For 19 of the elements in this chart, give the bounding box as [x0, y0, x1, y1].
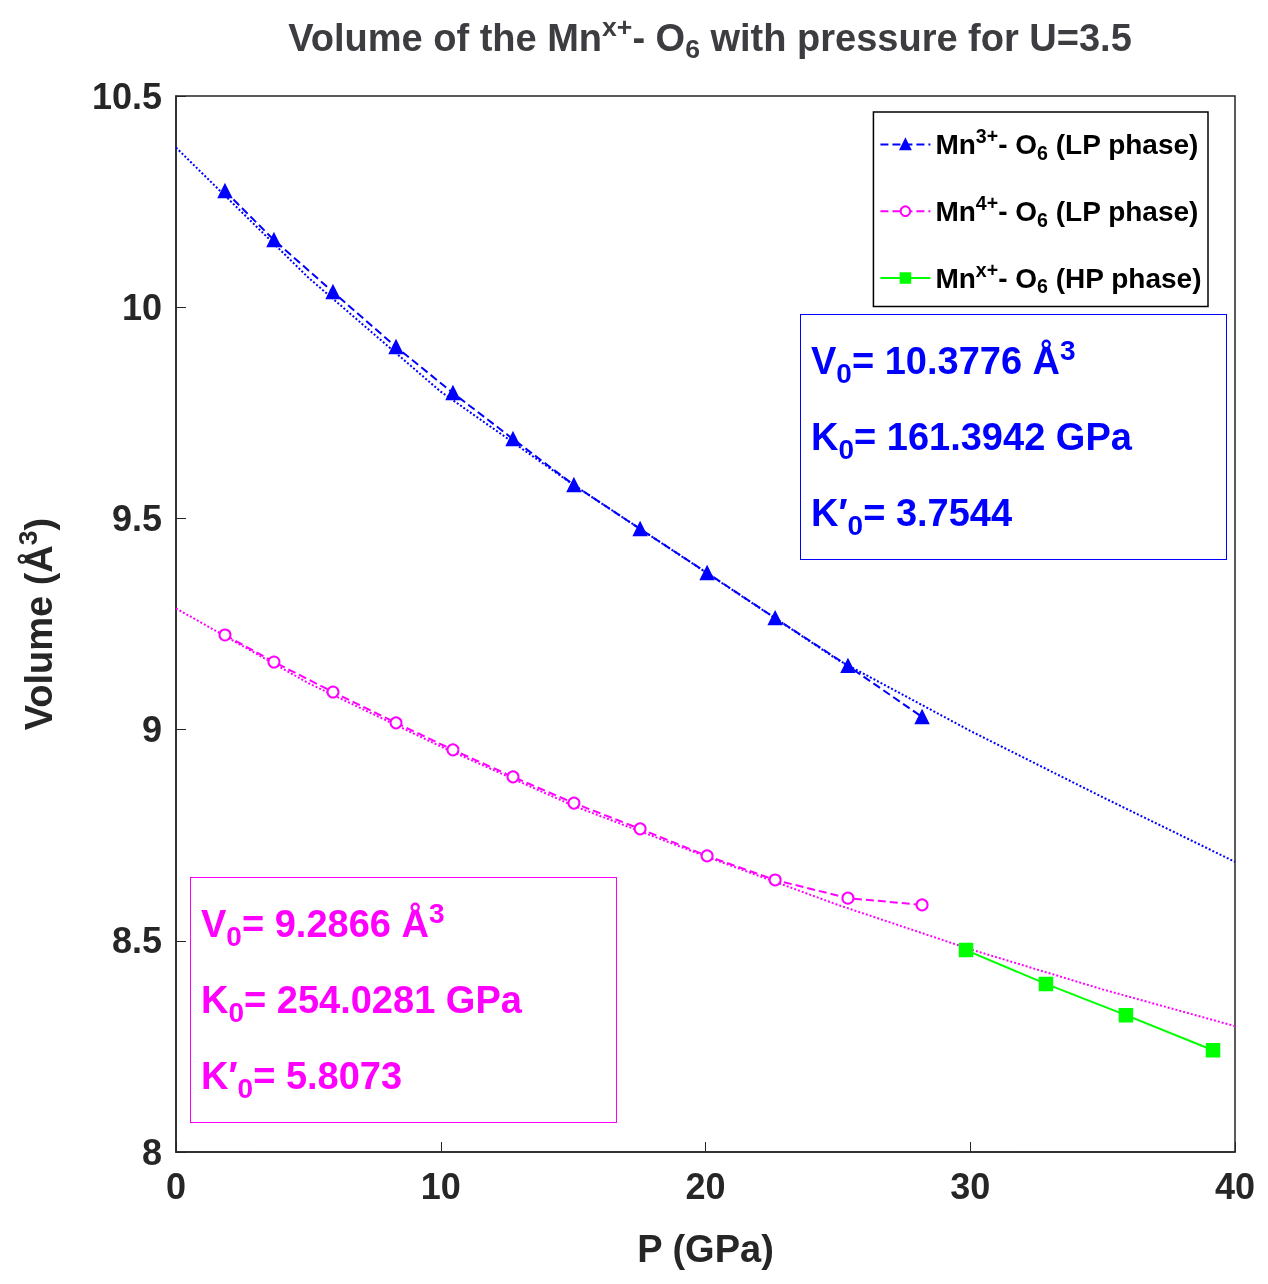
x-tick-label: 0 — [165, 1165, 187, 1207]
x-tick-label: 10 — [420, 1165, 461, 1207]
annotation: V$_{0}$= 10.3776 Å$^{3}$ — [811, 334, 1077, 391]
annotation: K$_{0}$= 161.3942 GPa — [811, 415, 1133, 467]
y-axis-title: Volume (Å3) — [12, 517, 61, 731]
y-tick-label: 9.5 — [111, 497, 162, 539]
y-tick-label: 8.5 — [111, 920, 162, 962]
annotation: V$_{0}$= 9.2866 Å$^{3}$ — [201, 897, 446, 954]
annotation: K′$_{0}$= 5.8073 — [201, 1054, 404, 1106]
annotation: K′$_{0}$= 3.7544 — [811, 491, 1014, 543]
y-tick-label: 10.5 — [91, 75, 162, 117]
y-tick-label: 10 — [121, 286, 162, 328]
x-tick-label: 30 — [950, 1165, 991, 1207]
x-tick-label: 40 — [1214, 1165, 1256, 1207]
y-tick-label: 9 — [141, 709, 162, 751]
y-tick-label: 8 — [141, 1131, 162, 1173]
x-tick-label: 20 — [685, 1165, 726, 1207]
x-axis-title: P (GPa) — [637, 1228, 774, 1270]
annotation: K$_{0}$= 254.0281 GPa — [201, 978, 523, 1030]
